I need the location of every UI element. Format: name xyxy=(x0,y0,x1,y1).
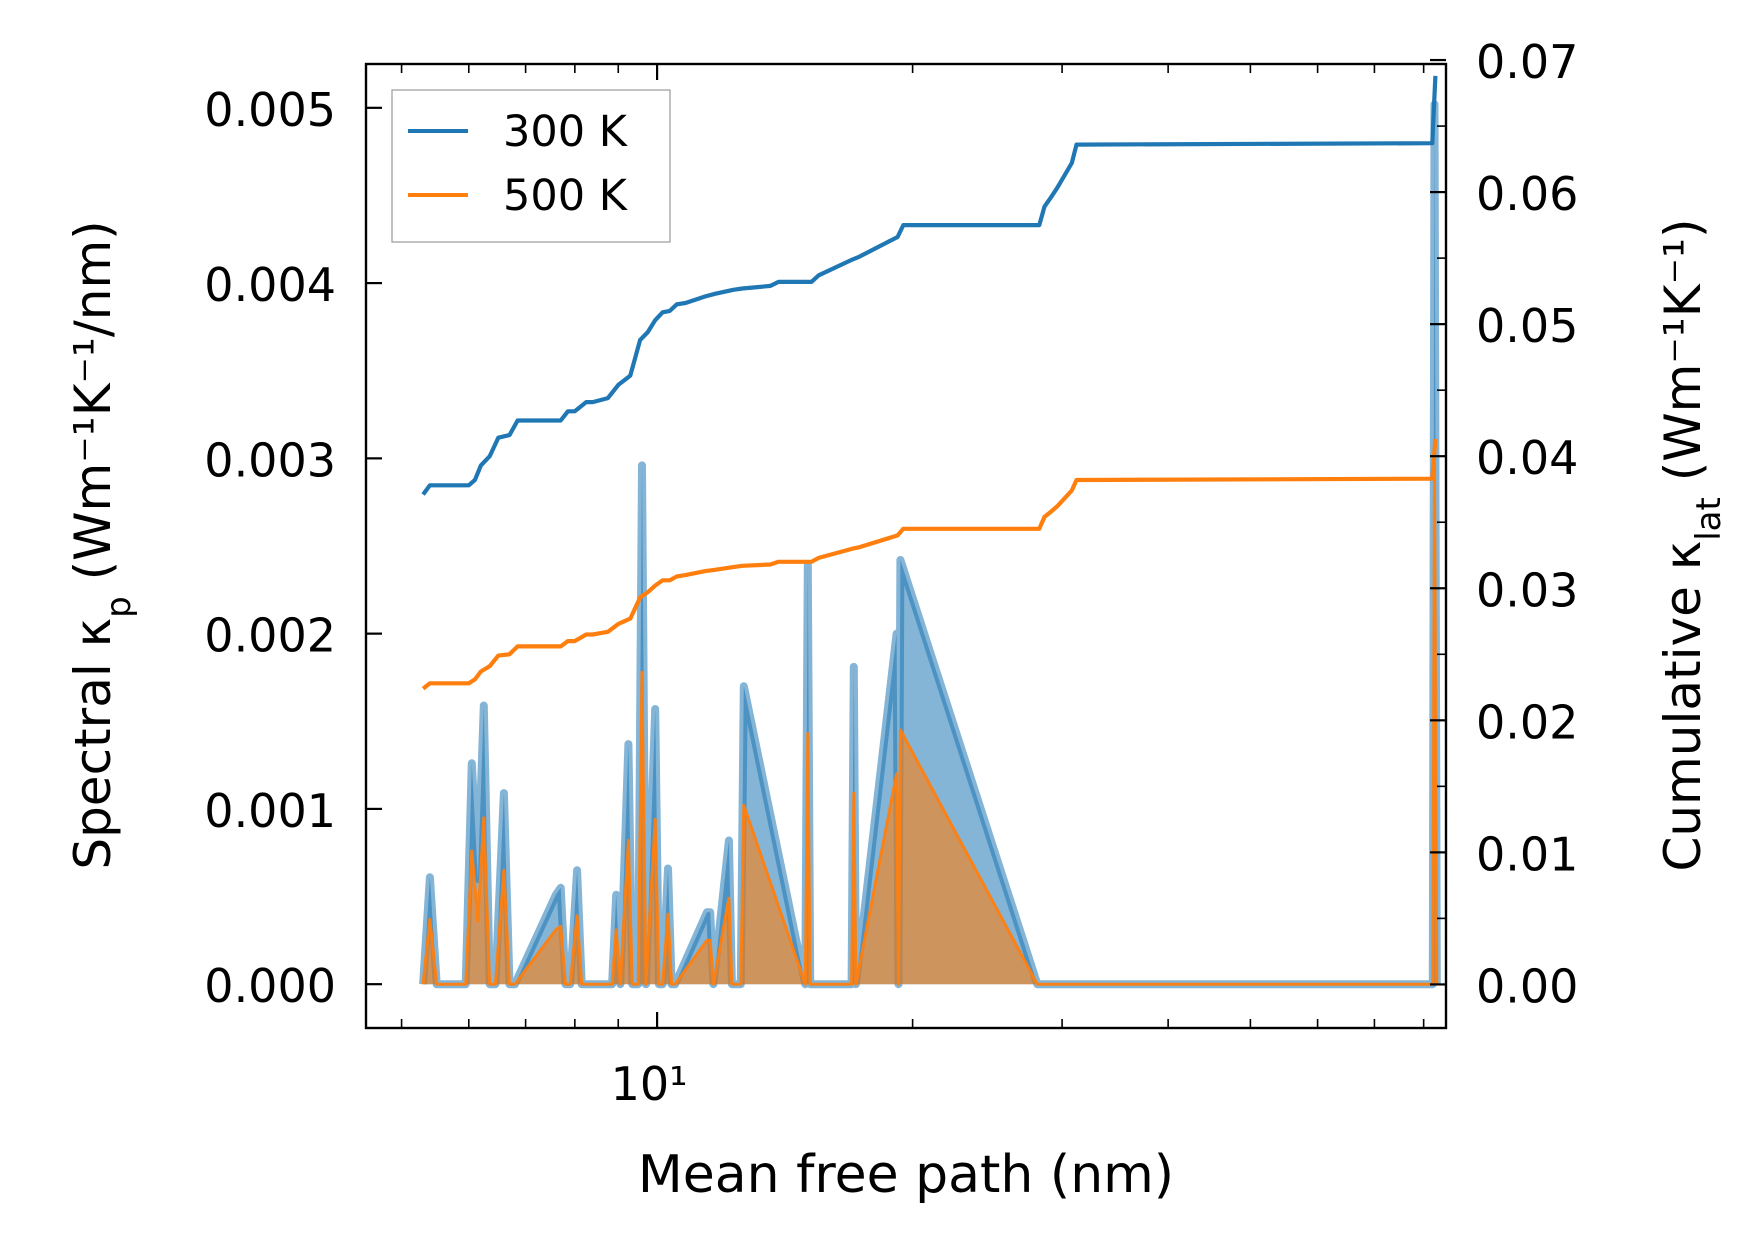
y-tick-label-right: 0.03 xyxy=(1476,563,1578,617)
y-tick-label-right: 0.04 xyxy=(1476,431,1578,485)
spectral-area-500k xyxy=(423,456,1437,985)
y-axis-label-right: Cumulative κlat (Wm⁻¹K⁻¹) xyxy=(1654,218,1729,871)
cumulative-line-500k xyxy=(421,438,1438,691)
legend: 300 K 500 K xyxy=(391,89,671,243)
y-tick-label-right: 0.00 xyxy=(1476,959,1578,1013)
y-axis-label-left: Spectral κp (Wm⁻¹K⁻¹/nm) xyxy=(64,220,139,869)
spectral-layer xyxy=(419,100,1441,989)
y-tick-label-right: 0.06 xyxy=(1476,167,1578,221)
y-tick-label-left: 0.000 xyxy=(204,959,336,1013)
y-tick-label-left: 0.004 xyxy=(204,258,336,312)
y-tick-label-left: 0.005 xyxy=(204,83,336,137)
y-tick-label-right: 0.01 xyxy=(1476,827,1578,881)
y-tick-label-left: 0.001 xyxy=(204,784,336,838)
legend-label-300k: 300 K xyxy=(503,107,629,157)
spectral-line-500k xyxy=(421,455,1439,986)
cumulative-layer xyxy=(421,75,1438,691)
y-tick-label-right: 0.02 xyxy=(1476,695,1578,749)
y-tick-label-left: 0.002 xyxy=(204,609,336,663)
plot-frame xyxy=(364,62,1448,1030)
legend-label-500k: 500 K xyxy=(503,171,629,221)
y-tick-label-left: 0.003 xyxy=(204,433,336,487)
labels-layer: 0.000 0.001 0.002 0.003 0.004 0.005 0.00 0.01 0.… xyxy=(64,35,1729,1111)
y-tick-label-right: 0.07 xyxy=(1476,35,1578,89)
ticks-layer xyxy=(366,58,1446,1028)
x-tick-label: 10¹ xyxy=(611,1057,688,1111)
y-tick-label-right: 0.05 xyxy=(1476,299,1578,353)
legend-box xyxy=(391,89,671,243)
x-axis-label: Mean free path (nm) xyxy=(638,1145,1174,1205)
cumulative-line-300k xyxy=(421,75,1438,496)
